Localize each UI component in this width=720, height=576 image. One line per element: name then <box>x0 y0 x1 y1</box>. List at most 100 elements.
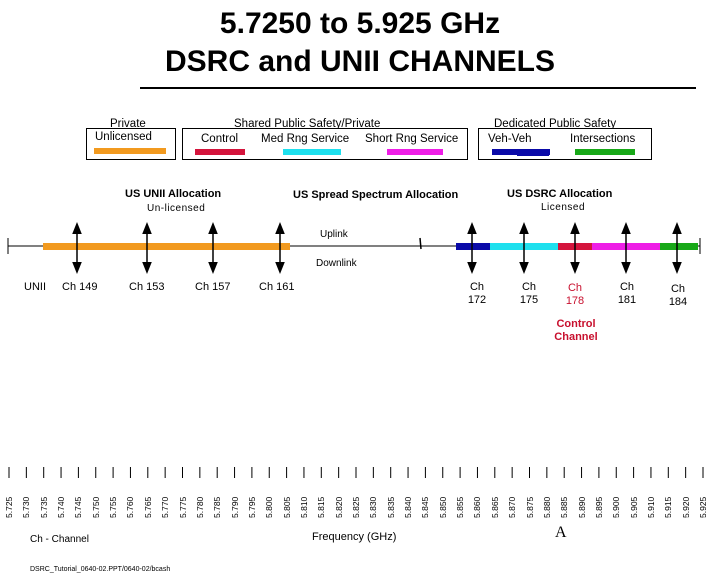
frequency-tick-label: 5.770 <box>160 496 171 518</box>
swatch-med-rng <box>283 149 341 155</box>
frequency-tick-label: 5.905 <box>628 496 639 518</box>
frequency-tick-label: 5.805 <box>281 496 292 518</box>
frequency-tick-label: 5.890 <box>576 496 587 518</box>
channel-label-175-line2: 175 <box>519 294 539 306</box>
unii-allocation-title: US UNII Allocation <box>125 188 222 200</box>
unii-band-bar <box>43 243 290 250</box>
frequency-tick-label: 5.830 <box>368 496 379 518</box>
dsrc-allocation-sub: Licensed <box>541 202 586 213</box>
frequency-tick-label: 5.900 <box>611 496 622 518</box>
channel-label-153: Ch 153 <box>129 281 165 293</box>
legend-private-label: Unlicensed <box>95 131 152 143</box>
band-split-tick <box>419 237 422 250</box>
frequency-tick-label: 5.790 <box>229 496 240 518</box>
frequency-tick-label: 5.865 <box>489 496 500 518</box>
legend-shared-heading: Shared Public Safety/Private <box>234 118 381 130</box>
legend-veh-veh-label: Veh-Veh <box>488 133 532 145</box>
channel-label-175-line1: Ch <box>521 281 537 293</box>
frequency-tick-label: 5.845 <box>420 496 431 518</box>
frequency-tick-label: 5.755 <box>108 496 119 518</box>
frequency-tick-label: 5.725 <box>4 496 14 518</box>
unii-allocation-sub: Un-licensed <box>147 203 206 214</box>
channel-label-149: Ch 149 <box>62 281 98 293</box>
frequency-tick-label: 5.795 <box>246 496 257 518</box>
frequency-tick-marks <box>8 467 704 478</box>
frequency-tick-label: 5.760 <box>125 496 136 518</box>
legend-shared-box: Control Med Rng Service Short Rng Servic… <box>182 128 468 160</box>
downlink-label: Downlink <box>316 258 357 269</box>
frequency-tick-label: 5.920 <box>680 496 691 518</box>
frequency-tick-label: 5.915 <box>663 496 674 518</box>
frequency-tick-label: 5.885 <box>559 496 570 518</box>
frequency-tick-label: 5.810 <box>298 496 309 518</box>
swatch-short-rng <box>387 149 443 155</box>
swatch-unlicensed <box>94 148 166 154</box>
legend-dedicated-box: Veh-Veh Intersections <box>478 128 652 160</box>
frequency-tick-label: 5.815 <box>316 496 327 518</box>
frequency-tick-label: 5.820 <box>333 496 344 518</box>
channel-label-172-line2: 172 <box>467 294 487 306</box>
legend-med-rng-label: Med Rng Service <box>261 133 350 145</box>
frequency-tick-label: 5.875 <box>524 496 535 518</box>
channel-label-172: Ch 172 <box>466 281 488 307</box>
channel-label-184: Ch 184 <box>667 283 689 309</box>
frequency-axis-label: Frequency (GHz) <box>312 531 397 543</box>
unii-label: UNII <box>24 281 46 293</box>
frequency-tick-label: 5.925 <box>698 496 708 518</box>
legend-private-box: Unlicensed <box>86 128 176 160</box>
dsrc-bar-ch172 <box>456 243 490 250</box>
legend-control-label: Control <box>201 133 239 145</box>
swatch-control <box>195 149 245 155</box>
frequency-tick-label: 5.750 <box>90 496 101 518</box>
channel-label-172-line1: Ch <box>469 281 485 293</box>
control-channel-label: Control Channel <box>545 318 607 344</box>
channel-abbrev-note: Ch - Channel <box>30 534 89 545</box>
frequency-tick-label: 5.785 <box>212 496 223 518</box>
frequency-tick-label: 5.860 <box>472 496 483 518</box>
channel-label-178-line2: 178 <box>565 295 585 307</box>
swatch-intersections <box>575 149 635 155</box>
dsrc-bar-ch184 <box>660 243 698 250</box>
channel-label-181: Ch 181 <box>616 281 638 307</box>
frequency-tick-label: 5.730 <box>21 496 32 518</box>
control-channel-line2: Channel <box>554 331 598 343</box>
frequency-tick-label: 5.825 <box>351 496 361 518</box>
frequency-tick-label: 5.835 <box>385 496 396 518</box>
dsrc-allocation-title: US DSRC Allocation <box>507 188 613 200</box>
channel-label-181-line2: 181 <box>617 294 637 306</box>
frequency-tick-label: 5.910 <box>645 496 656 518</box>
channel-label-178: Ch 178 <box>564 282 586 308</box>
marker-letter: A <box>555 524 567 541</box>
page-title-line-2: DSRC and UNII CHANNELS <box>164 45 555 78</box>
legend-short-rng-label: Short Rng Service <box>365 133 459 145</box>
uplink-label: Uplink <box>320 229 348 240</box>
channel-label-157: Ch 157 <box>195 281 231 293</box>
frequency-tick-label: 5.840 <box>403 496 414 518</box>
frequency-tick-label: 5.850 <box>437 496 448 518</box>
frequency-tick-label: 5.800 <box>264 496 275 518</box>
channel-label-175: Ch 175 <box>518 281 540 307</box>
frequency-tick-label: 5.855 <box>455 496 466 518</box>
channel-label-184-line2: 184 <box>668 296 688 308</box>
legend-dedicated-heading: Dedicated Public Safety <box>494 118 617 130</box>
frequency-tick-label: 5.740 <box>56 496 67 518</box>
footer-file-path: DSRC_Tutorial_0640-02.PPT/0640-02/bcash <box>30 566 171 573</box>
frequency-tick-label: 5.775 <box>177 496 188 518</box>
frequency-tick-label: 5.735 <box>38 496 49 518</box>
legend-private-heading: Private <box>110 118 146 130</box>
channel-label-181-line1: Ch <box>619 281 635 293</box>
control-channel-line1: Control <box>556 318 596 330</box>
channel-label-184-line1: Ch <box>670 283 686 295</box>
frequency-tick-label: 5.870 <box>507 496 518 518</box>
frequency-tick-label: 5.780 <box>194 496 205 518</box>
legend-intersections-label: Intersections <box>570 133 636 145</box>
title-underline <box>140 87 696 89</box>
spread-allocation-title: US Spread Spectrum Allocation <box>293 189 459 201</box>
swatch-veh-veh-tail <box>517 153 549 156</box>
frequency-tick-label: 5.880 <box>541 496 552 518</box>
page-title-line-1: 5.7250 to 5.925 GHz <box>219 7 501 40</box>
channel-label-178-line1: Ch <box>567 282 583 294</box>
swatch-veh-veh <box>492 149 550 155</box>
frequency-tick-label: 5.745 <box>73 496 84 518</box>
